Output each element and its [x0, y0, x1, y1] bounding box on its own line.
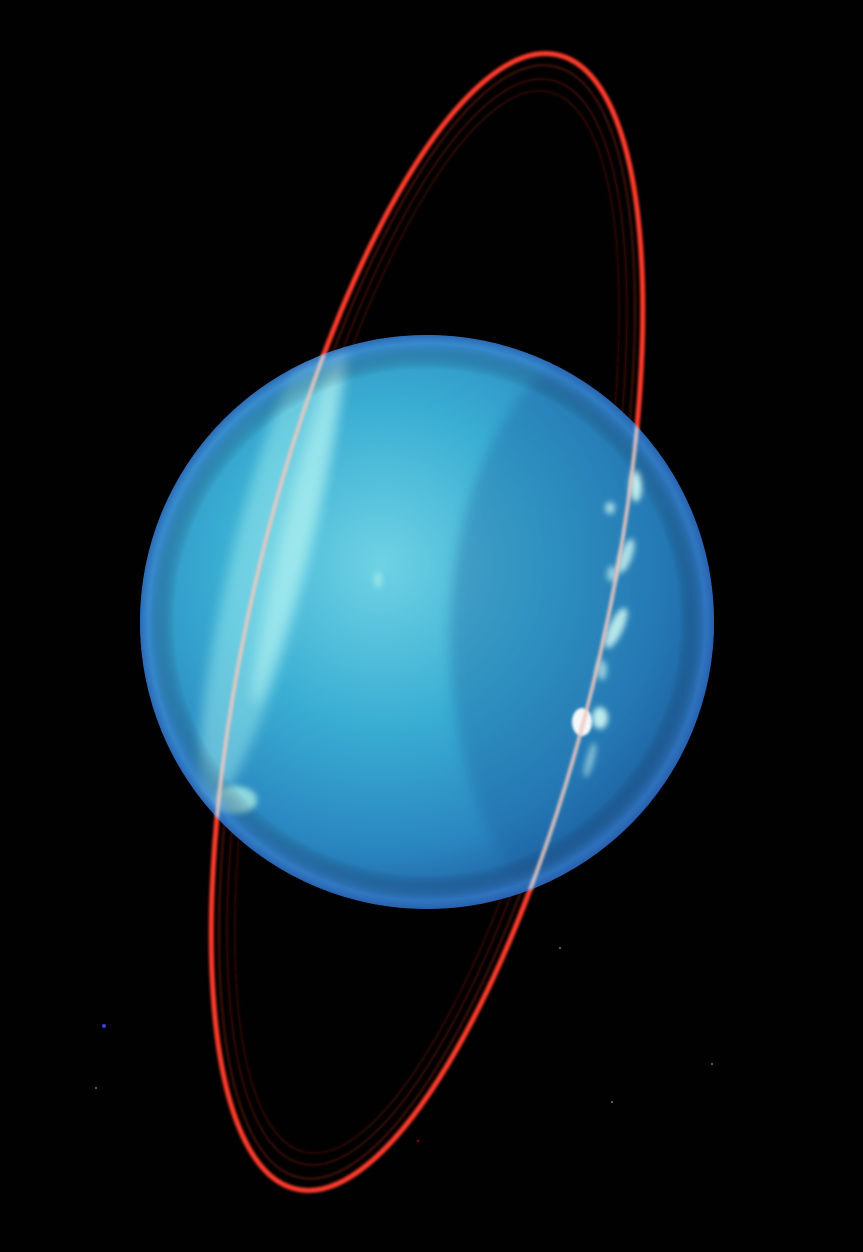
rings-front — [209, 335, 645, 909]
stars — [95, 819, 713, 1143]
